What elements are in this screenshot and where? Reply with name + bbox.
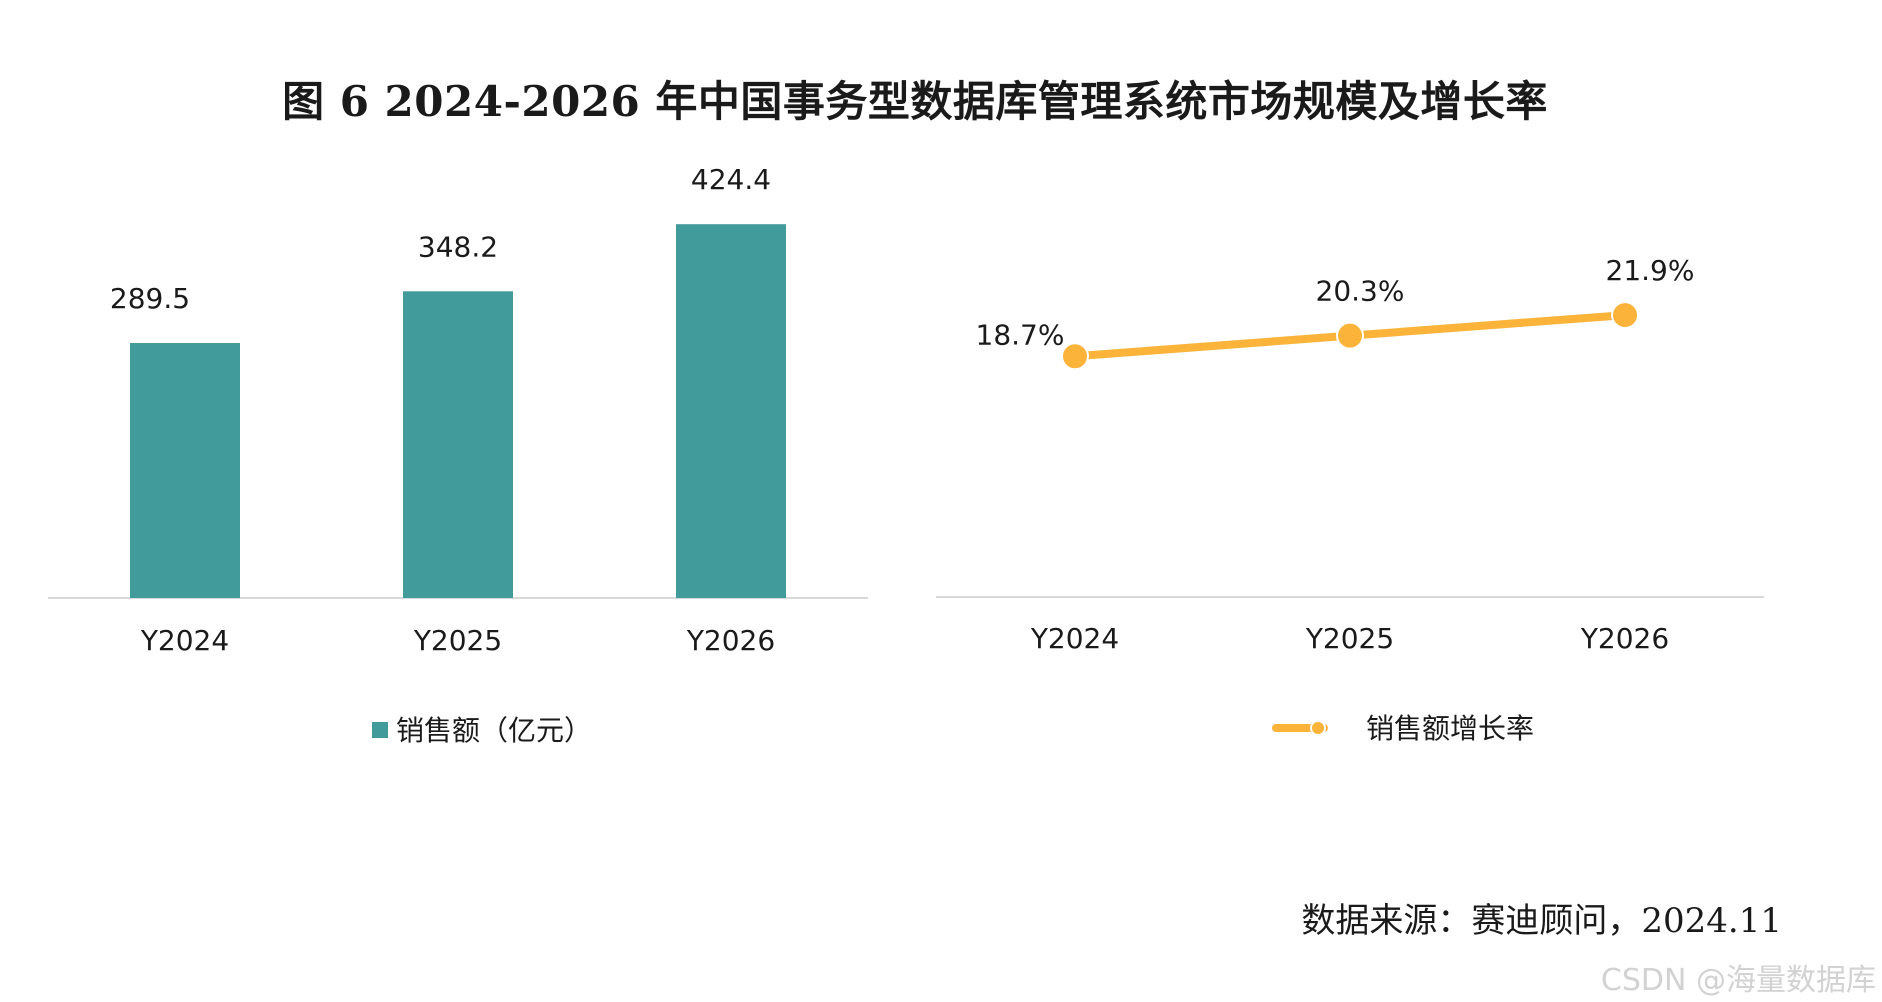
- line-data-label: 18.7%: [976, 318, 1065, 351]
- bar-data-label: 289.5: [110, 282, 190, 315]
- bar-x-tick-label: Y2026: [686, 624, 775, 657]
- figure-title: 图 6 2024-2026 年中国事务型数据库管理系统市场规模及增长率: [282, 77, 1548, 126]
- bar-tick-labels: Y2024 Y2025 Y2026: [140, 624, 775, 657]
- line-legend-label: 销售额增长率: [1366, 712, 1534, 745]
- bar-x-tick-label: Y2024: [140, 624, 229, 657]
- line-marks: [1061, 301, 1639, 371]
- line-data-labels: 18.7% 20.3% 21.9%: [976, 254, 1695, 351]
- bar-marks: [130, 224, 786, 598]
- bar-legend-swatch: [372, 722, 388, 738]
- line-x-tick-label: Y2024: [1030, 622, 1119, 655]
- bar-data-labels: 289.5 348.2 424.4: [110, 163, 771, 315]
- line-x-tick-label: Y2026: [1580, 622, 1669, 655]
- bar-x-tick-label: Y2025: [413, 624, 502, 657]
- bar-data-label: 424.4: [691, 163, 771, 196]
- bar-Y2026: [676, 224, 786, 598]
- bar-legend: 销售额（亿元）: [372, 714, 592, 747]
- watermark: CSDN @海量数据库: [1600, 963, 1876, 998]
- bar-data-label: 348.2: [418, 230, 498, 263]
- line-legend: 销售额增长率: [1272, 712, 1534, 745]
- line-point-Y2024: [1061, 342, 1089, 371]
- line-data-label: 21.9%: [1606, 254, 1695, 287]
- line-x-tick-label: Y2025: [1305, 622, 1394, 655]
- line-point-Y2026: [1611, 301, 1639, 330]
- bar-Y2024: [130, 343, 240, 598]
- bar-legend-label: 销售额（亿元）: [396, 714, 592, 747]
- line-data-label: 20.3%: [1316, 275, 1405, 308]
- line-tick-labels: Y2024 Y2025 Y2026: [1030, 622, 1669, 655]
- source-note: 数据来源：赛迪顾问，2024.11: [1301, 901, 1782, 941]
- line-legend-marker: [1310, 720, 1326, 736]
- line-point-Y2025: [1336, 321, 1364, 350]
- bar-chart: 289.5 348.2 424.4 Y2024 Y2025 Y2026 销售额（亿元）: [48, 163, 868, 747]
- bar-Y2025: [403, 291, 513, 598]
- line-chart: 18.7% 20.3% 21.9% Y2024 Y2025 Y2026 销售额增长率: [936, 254, 1764, 745]
